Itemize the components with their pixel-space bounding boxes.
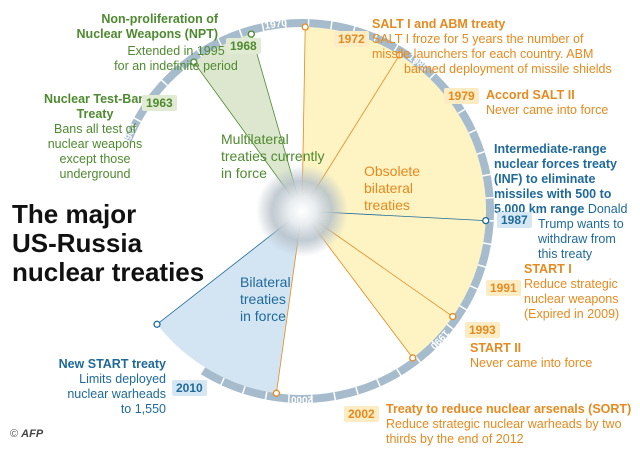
ring-tick (333, 392, 337, 401)
treaty-sectors (157, 27, 487, 394)
year-badge-2010: 2010 (172, 380, 207, 396)
treaty-marker (449, 312, 457, 321)
ring-tick (396, 368, 402, 376)
ring-tick (133, 117, 142, 123)
ring-tick (469, 285, 478, 290)
treaty-marker (190, 58, 198, 66)
afp-logo: AFP (21, 428, 44, 440)
year-badge-2002: 2002 (344, 406, 379, 422)
year-badge-1972: 1972 (334, 31, 369, 47)
ring-tick (178, 63, 185, 71)
ring-tick (483, 242, 492, 246)
ring-tick (459, 305, 467, 311)
treaty-sort: Treaty to reduce nuclear arsenals (SORT)… (386, 402, 632, 446)
treaty-marker (301, 23, 309, 31)
treaty-start-ii: START II Never came into force (470, 341, 593, 370)
ring-tick (446, 323, 454, 330)
sector-multilateral (193, 34, 302, 211)
zone-label-bilateral: Bilateral treaties in force (240, 274, 291, 324)
ring-tick (355, 386, 359, 395)
treaty-new-start: New START treaty Limits deployed nuclear… (58, 357, 166, 416)
ring-tick (264, 391, 268, 400)
treaty-marker (482, 216, 490, 225)
ring-tick (429, 72, 436, 80)
treaty-test-ban: Nuclear Test-Ban Treaty Bans all test of… (44, 92, 146, 181)
hub-shadow (256, 165, 348, 257)
ring-tick (161, 79, 168, 87)
ring-tick (196, 49, 203, 58)
ring-tick (431, 340, 439, 348)
ring-tick (261, 23, 265, 32)
title-line-1: The major (12, 199, 137, 229)
ring-tick (217, 38, 223, 46)
treaty-npt-desc: Extended in 1995 for an indefinite perio… (114, 44, 238, 73)
ring-tick (238, 29, 243, 38)
treaty-salt-ii: Accord SALT II Never came into force (486, 88, 609, 117)
title-line-2: US-Russia (12, 228, 143, 258)
ring-tick (123, 138, 132, 143)
page-title: The major US-Russia nuclear treaties (12, 200, 204, 287)
zone-label-multilateral: Multilateral treaties currently in force (221, 131, 325, 181)
decade-label: 2000 (290, 393, 313, 404)
ring-tick (376, 378, 381, 387)
ring-tick (468, 129, 477, 134)
treaty-npt: Non-proliferation of Nuclear Weapons (NP… (76, 12, 218, 41)
title-line-3: nuclear treaties (12, 257, 205, 287)
ring-tick (476, 150, 485, 155)
year-badge-1979: 1979 (444, 88, 479, 104)
sector-bilateral (157, 211, 302, 394)
year-badge-1993: 1993 (465, 322, 500, 338)
treaty-marker (395, 51, 404, 59)
year-badge-1968: 1968 (226, 38, 261, 54)
decade-label: 1970 (264, 18, 288, 32)
year-badge-1987: 1987 (497, 212, 532, 228)
year-badge-1963: 1963 (142, 95, 177, 111)
treaty-marker (247, 30, 255, 38)
treaty-start-i: START I Reduce strategic nuclear weapons… (524, 262, 620, 321)
treaty-marker (272, 389, 281, 397)
treaty-marker (409, 354, 417, 362)
ring-tick (330, 21, 333, 30)
year-badge-1991: 1991 (486, 280, 521, 296)
zone-label-obsolete: Obsolete bilateral treaties (364, 163, 421, 213)
ring-tick (393, 44, 399, 53)
ring-tick (220, 377, 225, 386)
ring-tick (482, 173, 491, 177)
sector-obsolete (302, 27, 487, 358)
ring-tick (199, 366, 206, 375)
ring-tick (412, 57, 419, 65)
ring-tick (373, 33, 378, 42)
treaty-inf: Intermediate-range nuclear forces treaty… (494, 142, 628, 261)
ring-tick (457, 108, 466, 115)
ring-tick (284, 19, 287, 28)
ring-tick (287, 394, 290, 403)
treaty-salt-i: SALT I and ABM treaty SALT I froze for 5… (372, 17, 612, 76)
treaty-marker (153, 320, 161, 328)
credit: © AFP (10, 428, 44, 440)
ring-tick (241, 385, 246, 394)
ring-tick (485, 196, 494, 199)
ring-tick (477, 264, 486, 268)
